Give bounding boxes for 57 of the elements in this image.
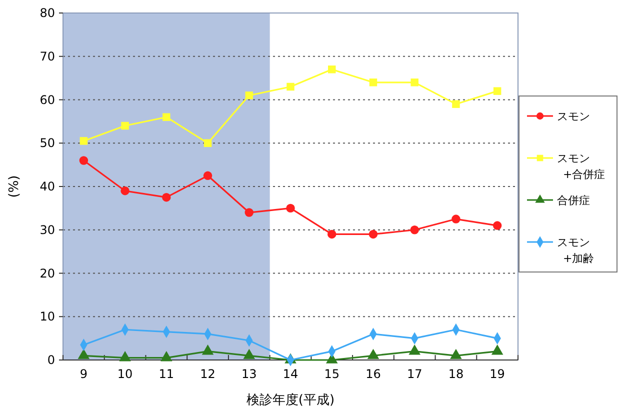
point [79, 156, 88, 165]
point [203, 171, 212, 180]
y-tick-label: 50 [40, 136, 55, 150]
x-tick-label: 19 [490, 367, 505, 381]
x-tick-label: 13 [241, 367, 257, 381]
point [410, 226, 419, 234]
point [78, 348, 90, 360]
x-tick-label: 18 [448, 367, 464, 381]
point [328, 66, 336, 74]
y-tick-label: 70 [40, 49, 55, 64]
x-axis-title: 検診年度(平成) [246, 392, 335, 408]
point [162, 113, 170, 121]
y-tick-label: 20 [40, 266, 55, 280]
point [327, 230, 336, 239]
point [367, 348, 380, 360]
y-tick-label: 10 [40, 310, 55, 324]
point [80, 137, 88, 145]
point [450, 348, 462, 360]
x-tick-label: 9 [80, 367, 88, 381]
point [121, 122, 129, 130]
x-tick-label: 11 [158, 367, 174, 381]
point [243, 348, 256, 360]
legend-label: 合併症 [557, 194, 590, 207]
point [204, 139, 212, 147]
point [160, 351, 172, 362]
legend-label: スモン +合併症 [557, 152, 606, 181]
point [369, 78, 378, 86]
point [162, 192, 171, 202]
x-tick-label: 14 [282, 367, 298, 381]
point [491, 344, 504, 355]
point [202, 344, 214, 355]
point [452, 100, 460, 108]
x-tick-label: 15 [324, 367, 340, 381]
point [119, 351, 131, 362]
point [408, 344, 420, 355]
point [492, 221, 502, 230]
y-tick-label: 40 [40, 180, 55, 194]
y-tick-label: 60 [40, 92, 55, 107]
legend-label: スモン +加齢 [557, 236, 594, 265]
x-tick-label: 16 [366, 367, 381, 381]
x-tick-label: 17 [406, 367, 422, 381]
y-tick-label: 0 [47, 353, 55, 367]
y-tick-label: 80 [40, 6, 55, 20]
point [244, 208, 254, 217]
x-tick-label: 10 [117, 367, 133, 381]
point [452, 214, 460, 224]
y-tick-label: 30 [40, 222, 55, 237]
point [286, 204, 295, 213]
x-tick-label: 12 [200, 367, 216, 381]
point [120, 186, 130, 196]
point [410, 78, 418, 86]
point [286, 82, 294, 91]
legend-label: スモン [557, 110, 590, 123]
point [493, 87, 502, 95]
point [245, 92, 254, 100]
point [368, 230, 378, 239]
y-axis-title: (%) [7, 175, 22, 198]
